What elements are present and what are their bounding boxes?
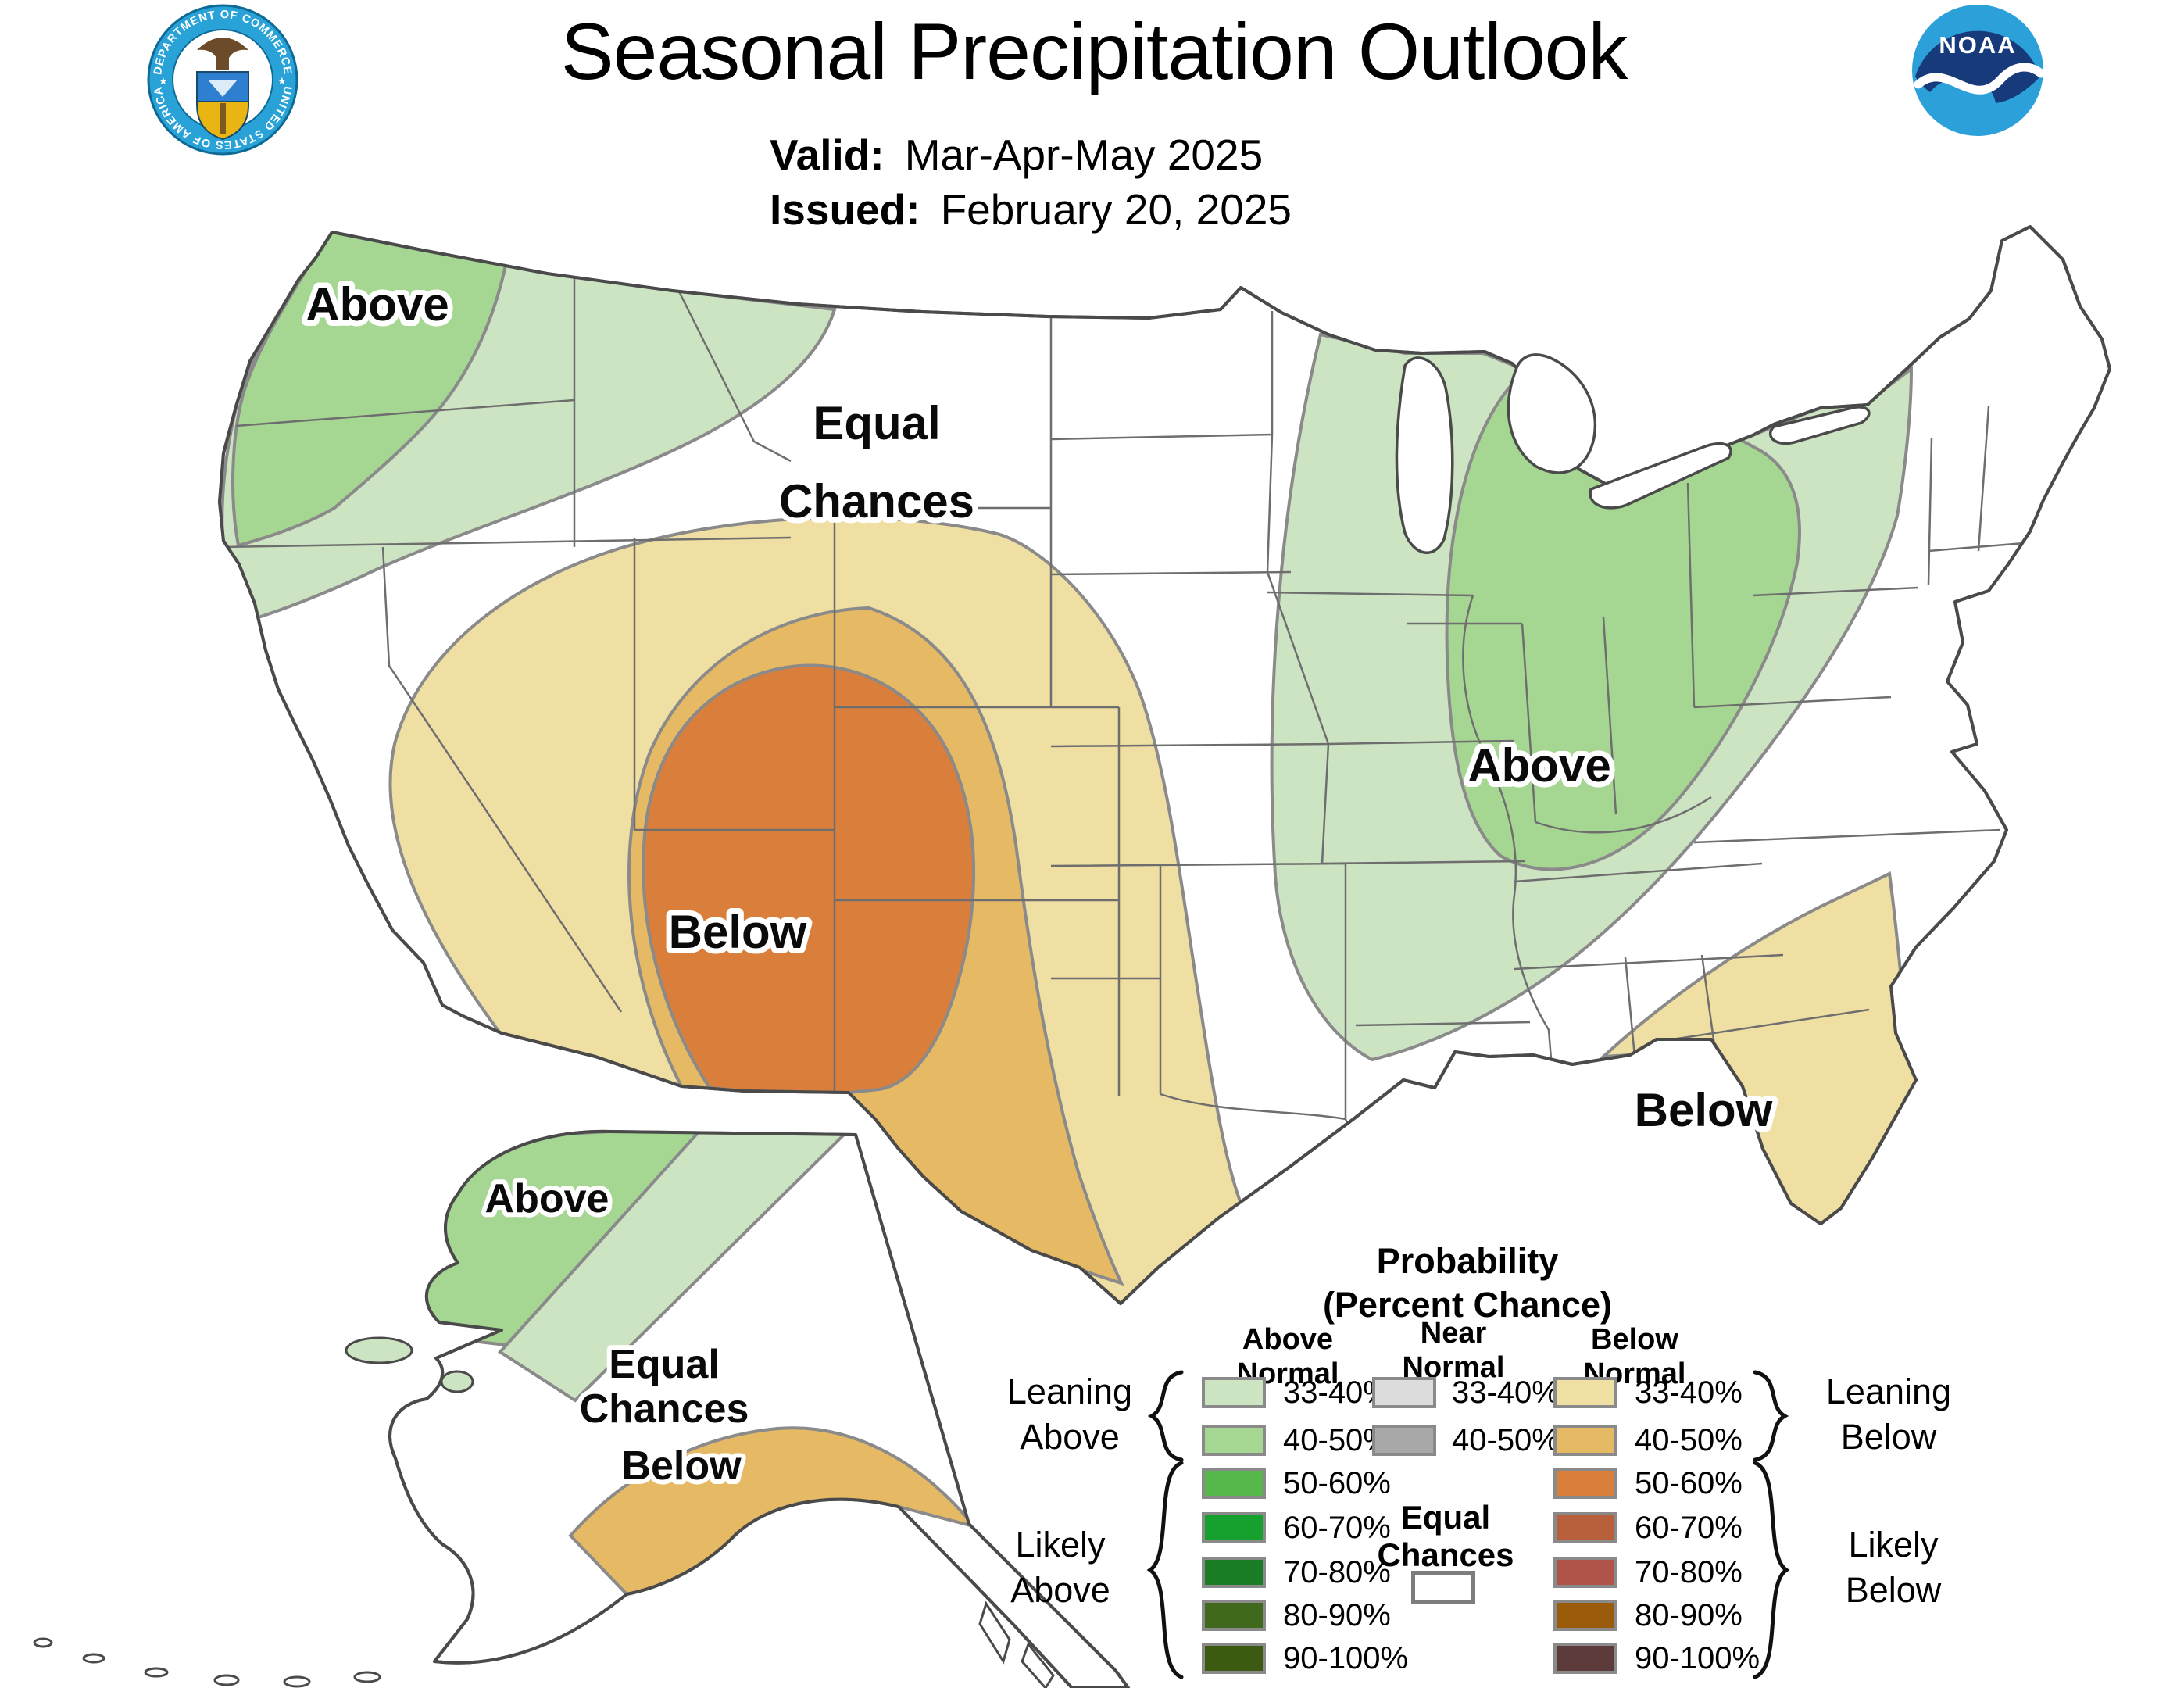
page-title: Seasonal Precipitation Outlook: [560, 7, 1628, 96]
valid-value: Mar-Apr-May 2025: [904, 131, 1264, 179]
legend-range-below-5: 80-90%: [1635, 1598, 1743, 1633]
map-label-sw-below: Below: [669, 906, 807, 958]
legend-swatch-above-70-80: [1202, 1557, 1266, 1588]
doc-seal-logo: DEPARTMENT OF COMMERCE UNITED STATES OF …: [147, 4, 298, 156]
legend-swatch-equal-chances: [1411, 1571, 1475, 1604]
conus-outline-top: [218, 225, 2111, 1305]
legend-swatch-below-60-70: [1553, 1512, 1617, 1543]
doc-lighthouse-icon: [220, 103, 226, 134]
legend-swatch-below-40-50: [1553, 1425, 1617, 1456]
legend-range-above-2: 50-60%: [1283, 1466, 1391, 1500]
brace-leaning-above: [1147, 1370, 1184, 1462]
doc-eagle-icon: [197, 38, 248, 70]
region-midwest-above-40-50: [1445, 375, 1801, 871]
legend-swatch-below-33-40: [1553, 1377, 1617, 1408]
map-label-equal-line2: Chances: [779, 475, 974, 528]
legend-range-above-6: 90-100%: [1283, 1641, 1409, 1675]
brace-leaning-below: [1753, 1370, 1789, 1462]
legend-range-below-4: 70-80%: [1635, 1555, 1743, 1590]
legend-swatch-below-90-100: [1553, 1643, 1617, 1674]
legend-range-near-1: 40-50%: [1452, 1423, 1560, 1457]
legend-col-near-normal: Near Normal: [1402, 1317, 1505, 1384]
legend-range-below-3: 60-70%: [1635, 1511, 1743, 1545]
legend-equal-chances-label: Equal Chances: [1377, 1499, 1514, 1573]
legend-range-above-4: 70-80%: [1283, 1555, 1391, 1590]
legend-swatch-near-40-50: [1372, 1425, 1436, 1456]
great-lakes: [1395, 353, 1871, 554]
map-label-ak-above: Above: [485, 1176, 609, 1221]
issued-line: Issued: February 20, 2025: [770, 184, 1292, 234]
legend-col-below-normal: Below Normal: [1583, 1323, 1686, 1390]
legend-range-below-6: 90-100%: [1635, 1641, 1760, 1675]
legend-swatch-below-80-90: [1553, 1600, 1617, 1631]
legend-braces: [1146, 1370, 1790, 1679]
issued-value: February 20, 2025: [940, 185, 1292, 234]
legend-range-above-3: 60-70%: [1283, 1511, 1391, 1545]
map-label-fl-below: Below: [1635, 1084, 1773, 1136]
alaska-islands: [33, 1336, 1055, 1688]
legend-range-below-0: 33-40%: [1635, 1375, 1743, 1410]
legend-swatch-above-33-40: [1202, 1377, 1266, 1408]
alaska-outline-top: [388, 1129, 1130, 1688]
map-label-midwest-above: Above: [1467, 739, 1610, 792]
legend-range-near-0: 33-40%: [1452, 1375, 1560, 1410]
legend-swatch-above-60-70: [1202, 1512, 1266, 1543]
legend-swatch-below-70-80: [1553, 1557, 1617, 1588]
region-sw-below-50-60: [642, 663, 976, 1095]
state-borders: [220, 258, 2025, 1220]
map-label-equal-line1: Equal: [813, 397, 940, 449]
brace-likely-above: [1146, 1461, 1184, 1679]
legend-group-leaning-above: Leaning Above: [1006, 1372, 1133, 1457]
noaa-logo-text: NOAA: [1939, 31, 2016, 59]
legend-range-below-2: 50-60%: [1635, 1466, 1743, 1500]
issued-label: Issued:: [770, 185, 920, 234]
legend-swatch-above-40-50: [1202, 1425, 1266, 1456]
map-label-ak-equal-line1: Equal: [609, 1342, 720, 1387]
doc-seal-star-left: ★: [159, 75, 168, 87]
legend-swatch-above-90-100: [1202, 1643, 1266, 1674]
doc-ship-icon: [208, 80, 238, 97]
legend-group-likely-below: Likely Below: [1845, 1525, 1942, 1610]
legend-group-leaning-below: Leaning Below: [1825, 1372, 1952, 1457]
noaa-top-shape: [1915, 30, 2040, 104]
map-label-pnw-above: Above: [306, 278, 449, 331]
legend-range-above-5: 80-90%: [1283, 1598, 1391, 1633]
map-label-ak-equal-line2: Chances: [580, 1386, 749, 1432]
legend-swatch-near-33-40: [1372, 1377, 1436, 1408]
legend-swatch-above-80-90: [1202, 1600, 1266, 1631]
legend-swatch-above-50-60: [1202, 1468, 1266, 1499]
map-label-ak-below: Below: [621, 1443, 742, 1489]
valid-line: Valid: Mar-Apr-May 2025: [770, 130, 1263, 180]
doc-seal-star-right: ★: [277, 75, 287, 87]
brace-likely-below: [1753, 1461, 1790, 1679]
legend-title-line1: Probability: [1376, 1241, 1559, 1281]
noaa-logo: NOAA: [1912, 5, 2046, 136]
legend-swatch-below-50-60: [1553, 1468, 1617, 1499]
legend-title-line2: (Percent Chance): [1322, 1285, 1613, 1325]
legend-range-below-1: 40-50%: [1635, 1423, 1743, 1457]
valid-label: Valid:: [770, 131, 885, 179]
legend-group-likely-above: Likely Above: [1010, 1525, 1110, 1610]
noaa-seagull-icon: [1914, 63, 2046, 95]
